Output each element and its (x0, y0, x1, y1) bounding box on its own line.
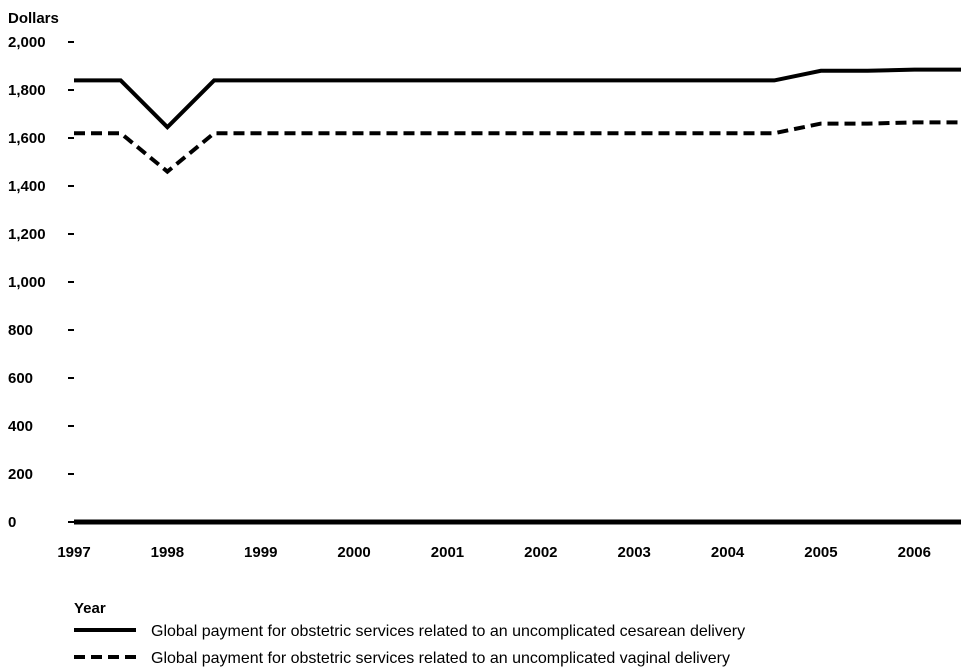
y-tick-label: 200 (8, 466, 33, 483)
x-tick-label: 1997 (57, 544, 90, 561)
x-tick-label: 1998 (151, 544, 184, 561)
legend-label-cesarean: Global payment for obstetric services re… (151, 623, 745, 640)
series-group (74, 67, 961, 175)
series-line-cesarean (74, 67, 961, 131)
y-tick-label: 800 (8, 322, 33, 339)
y-axis-ticks: 0 200 400 600 800 1,000 1,200 1,400 1,600 1,800 2,… (8, 34, 74, 531)
y-tick-label: 1,200 (8, 226, 46, 243)
y-tick-label: 600 (8, 370, 33, 387)
y-tick-label: 400 (8, 418, 33, 435)
x-axis-ticks: 1997 1998 1999 2000 2001 2002 2003 2004 2005 2006 (57, 544, 931, 561)
y-tick-label: 0 (8, 514, 16, 531)
x-tick-label: 2000 (337, 544, 370, 561)
x-tick-label: 2005 (804, 544, 837, 561)
y-tick-label: 1,600 (8, 130, 46, 147)
legend-label-vaginal: Global payment for obstetric services re… (151, 650, 730, 667)
x-tick-label: 1999 (244, 544, 277, 561)
x-tick-label: 2003 (618, 544, 651, 561)
y-tick-label: 1,000 (8, 274, 46, 291)
x-tick-label: 2004 (711, 544, 745, 561)
y-tick-label: 1,800 (8, 82, 46, 99)
y-tick-label: 1,400 (8, 178, 46, 195)
legend: Global payment for obstetric services re… (74, 623, 745, 667)
y-axis-label: Dollars (8, 10, 59, 27)
x-tick-label: 2001 (431, 544, 464, 561)
x-tick-label: 2002 (524, 544, 557, 561)
x-tick-label: 2006 (898, 544, 931, 561)
series-line-vaginal (74, 120, 961, 175)
y-tick-label: 2,000 (8, 34, 46, 51)
x-axis-label: Year (74, 600, 106, 617)
